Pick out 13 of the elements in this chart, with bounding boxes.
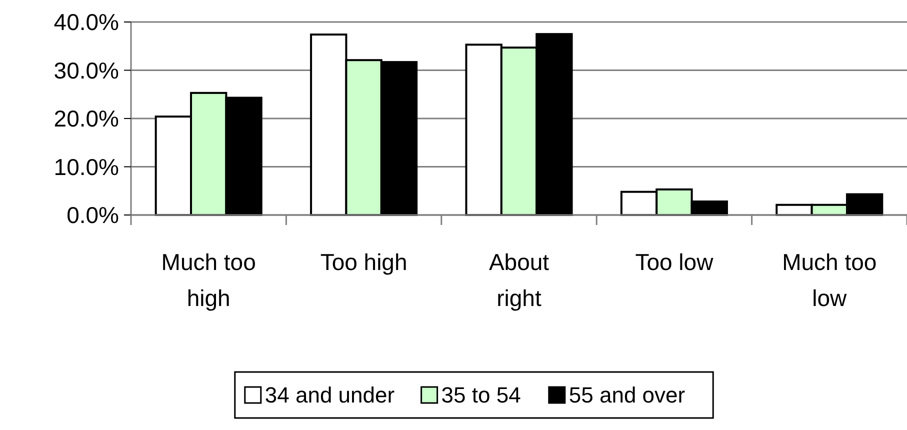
x-tick-label: About right xyxy=(488,249,550,311)
x-tick-label: Too low xyxy=(635,249,714,275)
y-tick-label: 30.0% xyxy=(54,57,119,84)
x-tick-label: Too high xyxy=(320,249,408,275)
y-tick-label: 20.0% xyxy=(54,106,119,132)
x-tick-label: Much too low xyxy=(782,249,877,311)
y-tick-label: 0.0% xyxy=(66,202,119,228)
legend-label: 34 and under xyxy=(264,382,395,408)
legend-label: 35 to 54 xyxy=(441,382,521,408)
y-tick-label: 10.0% xyxy=(54,154,119,180)
legend-label: 55 and over xyxy=(568,382,686,408)
x-tick-label: Much too high xyxy=(161,249,256,311)
y-tick-label: 40.0% xyxy=(54,9,119,36)
